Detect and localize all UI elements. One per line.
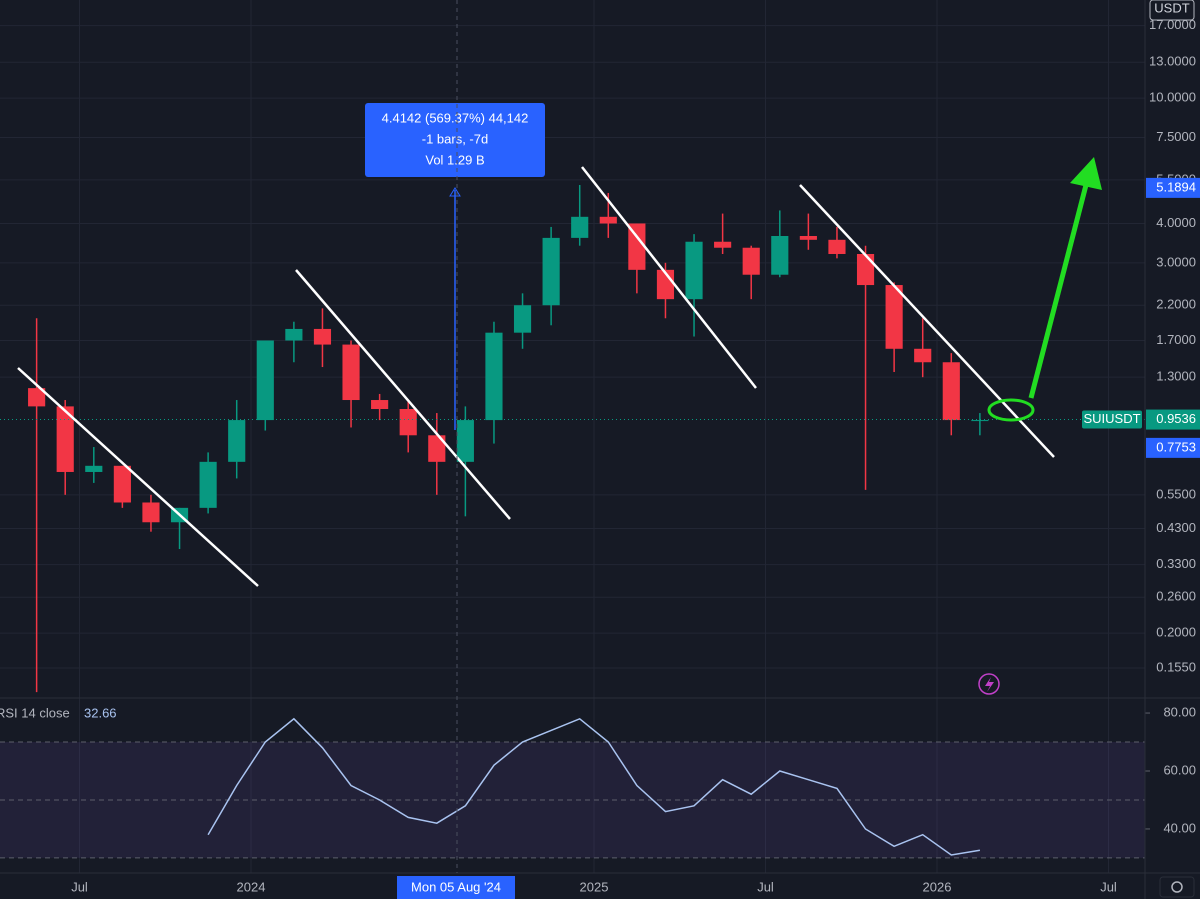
candle-body [914,348,932,363]
x-tick-label: Jul [757,879,774,894]
candle-body [456,420,474,462]
candle-body [371,400,389,410]
candle-body [199,461,217,508]
last-price-name: SUIUSDT [1083,411,1140,426]
candle-body [513,305,532,333]
candle-body [56,406,74,472]
y-tick-label: 1.3000 [1156,369,1196,384]
last-price-box [1146,409,1200,430]
grid [0,0,1150,873]
target-ellipse [987,398,1035,422]
arrow-head [1070,157,1102,190]
trend-line [799,184,1055,458]
last-price-label: 0.9536 [1156,411,1196,426]
candle-body [542,237,560,306]
rsi-value: 32.66 [84,705,117,720]
candle-body [856,253,875,286]
unit-label: USDT [1154,0,1189,15]
candle-body [228,420,246,462]
candle-body [142,502,160,523]
y-tick-label: 0.3300 [1156,556,1196,571]
candle-body [942,362,960,421]
price-mark-label: 0.7753 [1156,439,1196,454]
candle-body [742,247,760,275]
candle-body [971,420,989,422]
y-tick-label: 2.2000 [1156,297,1196,312]
price-mark-box [1146,177,1200,198]
rsi-title: RSI 14 close [0,705,70,720]
last-price-name-box [1082,410,1142,429]
settings-button[interactable] [1159,876,1195,898]
y-tick-label: 0.1550 [1156,659,1196,674]
y-tick-label: 13.0000 [1149,54,1196,69]
y-tick-label: 17.0000 [1149,17,1196,32]
candle-body [628,223,646,270]
candle-body [885,285,903,349]
crosshair-label: Mon 05 Aug '24 [411,879,501,894]
x-tick-label: Jul [71,879,88,894]
y-tick-label: 4.0000 [1156,215,1196,230]
candle-body [599,216,617,224]
measure-text: 4.4142 (569.37%) 44,142 [382,110,529,125]
candle-body [714,241,732,248]
marks [0,184,1145,856]
candle-body [428,435,446,462]
trend-lines [17,166,1055,587]
candle-body [828,239,846,254]
measure-text: Vol 1.29 B [425,152,484,167]
trend-line [581,166,757,389]
candle-body [285,328,303,341]
x-tick-label: Jul [1100,879,1117,894]
rsi-tick-label: 40.00 [1163,820,1196,835]
candle-body [685,241,703,300]
x-tick-label: 2024 [237,879,266,894]
candle-body [313,328,332,345]
measure-text: -1 bars, -7d [422,131,488,146]
candle-body [799,235,817,240]
y-tick-label: 7.5000 [1156,129,1196,144]
alert-icon[interactable] [978,673,1000,695]
x-tick-label: 2025 [580,879,609,894]
rsi-tick-label: 80.00 [1163,704,1196,719]
settings-icon [1171,881,1183,893]
crosshair-box [397,876,515,899]
x-tick-label: 2026 [923,879,952,894]
price-mark-box [1146,437,1200,458]
unit-box [1149,0,1195,21]
candle-body [342,344,360,401]
price-mark-label: 5.1894 [1156,179,1196,194]
candle-body [771,235,789,275]
y-tick-label: 3.0000 [1156,254,1196,269]
rsi-tick-label: 60.00 [1163,762,1196,777]
rsi-line [207,717,981,856]
candle-body [571,216,589,238]
y-tick-label: 0.2600 [1156,589,1196,604]
candle-body [399,409,417,436]
trend-line [295,269,511,520]
candle-body [485,332,503,421]
candle-body [85,465,103,472]
candle-body [256,340,274,421]
y-tick-label: 1.7000 [1156,332,1196,347]
arrow-shaft [1028,184,1089,399]
candle-body [113,465,131,503]
alert-icon-bolt [985,677,994,692]
measure-box [365,103,545,177]
candle-body [28,388,46,407]
y-tick-label: 10.0000 [1149,90,1196,105]
trend-line [17,367,259,587]
y-tick-label: 0.4300 [1156,520,1196,535]
y-tick-label: 0.5500 [1156,486,1196,501]
y-tick-label: 0.2000 [1156,625,1196,640]
